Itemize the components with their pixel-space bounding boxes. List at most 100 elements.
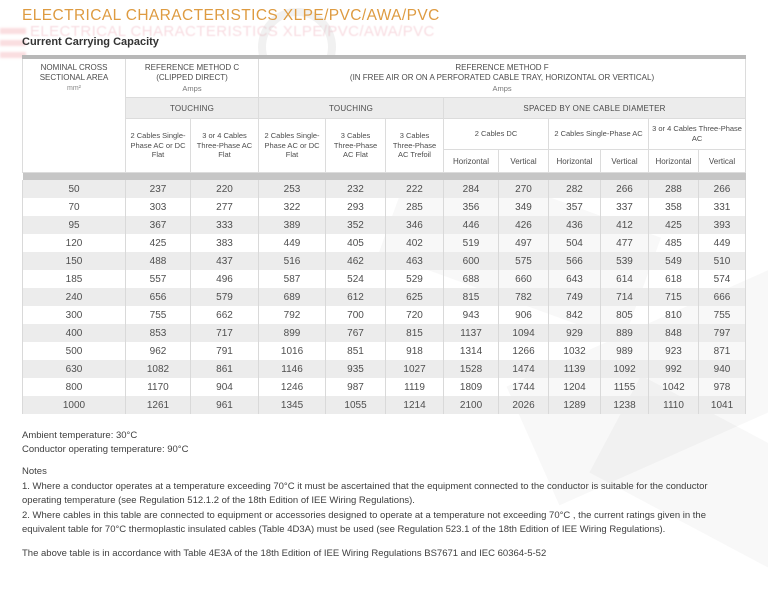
- rating-cell: 1032: [548, 342, 602, 360]
- area-cell: 300: [22, 306, 126, 324]
- header-nominal-line2: SECTIONAL AREA: [39, 73, 109, 82]
- rating-cell: 2100: [443, 396, 500, 414]
- rating-cell: 587: [258, 270, 327, 288]
- area-cell: 50: [22, 180, 126, 198]
- rating-cell: 405: [325, 234, 387, 252]
- rating-cell: 1041: [698, 396, 747, 414]
- rating-cell: 232: [325, 180, 387, 198]
- rating-cell: 449: [698, 234, 747, 252]
- rating-cell: 358: [648, 198, 700, 216]
- header-group-2dc: 2 Cables DC: [443, 118, 550, 150]
- rating-cell: 717: [189, 324, 260, 342]
- rating-cell: 357: [548, 198, 602, 216]
- rating-cell: 1146: [258, 360, 327, 378]
- rating-cell: 346: [385, 216, 445, 234]
- rating-cell: 1204: [548, 378, 602, 396]
- rating-cell: 284: [443, 180, 500, 198]
- rating-cell: 943: [443, 306, 500, 324]
- rating-cell: 1261: [125, 396, 191, 414]
- conductor-temperature: Conductor operating temperature: 90°C: [22, 444, 189, 456]
- method-f-subtitle: (IN FREE AIR OR ON A PERFORATED CABLE TR…: [349, 72, 655, 82]
- rating-cell: 1246: [258, 378, 327, 396]
- header-group-2ac: 2 Cables Single-Phase AC: [548, 118, 650, 150]
- rating-cell: 477: [600, 234, 650, 252]
- rating-cell: 625: [385, 288, 445, 306]
- rating-cell: 539: [600, 252, 650, 270]
- rating-cell: 436: [548, 216, 602, 234]
- table-row: 400 853 717 899 767 815 1137 1094 929 889 848 797: [22, 324, 747, 342]
- rating-cell: 253: [258, 180, 327, 198]
- rating-cell: 1214: [385, 396, 445, 414]
- area-cell: 70: [22, 198, 126, 216]
- rating-cell: 918: [385, 342, 445, 360]
- rating-cell: 810: [648, 306, 700, 324]
- header-col-c2: 3 or 4 Cables Three-Phase AC Flat: [189, 118, 260, 173]
- rating-cell: 220: [189, 180, 260, 198]
- rating-cell: 1528: [443, 360, 500, 378]
- header-col-f1: 2 Cables Single-Phase AC or DC Flat: [258, 118, 327, 173]
- rating-cell: 1139: [548, 360, 602, 378]
- rating-cell: 1016: [258, 342, 327, 360]
- rating-cell: 288: [648, 180, 700, 198]
- table-row: 70 303 277 322 293 285 356 349 357 337 358 331: [22, 198, 747, 216]
- rating-cell: 715: [648, 288, 700, 306]
- rating-cell: 600: [443, 252, 500, 270]
- rating-cell: 524: [325, 270, 387, 288]
- rating-cell: 504: [548, 234, 602, 252]
- area-cell: 185: [22, 270, 126, 288]
- rating-cell: 529: [385, 270, 445, 288]
- rating-cell: 861: [189, 360, 260, 378]
- area-cell: 120: [22, 234, 126, 252]
- rating-cell: 485: [648, 234, 700, 252]
- rating-cell: 1809: [443, 378, 500, 396]
- rating-cell: 767: [325, 324, 387, 342]
- rating-cell: 557: [125, 270, 191, 288]
- rating-cell: 579: [189, 288, 260, 306]
- rating-cell: 1027: [385, 360, 445, 378]
- rating-cell: 566: [548, 252, 602, 270]
- rating-cell: 412: [600, 216, 650, 234]
- table-row: 800 1170 904 1246 987 1119 1809 1744 1204 1155 104…: [22, 378, 747, 396]
- header-nominal-area: NOMINAL CROSS SECTIONAL AREA mm²: [22, 56, 126, 173]
- area-cell: 630: [22, 360, 126, 378]
- area-cell: 95: [22, 216, 126, 234]
- rating-cell: 282: [548, 180, 602, 198]
- rating-cell: 277: [189, 198, 260, 216]
- rating-cell: 1314: [443, 342, 500, 360]
- rating-cell: 1055: [325, 396, 387, 414]
- header-2dc-vertical: Vertical: [498, 149, 550, 173]
- rating-cell: 1082: [125, 360, 191, 378]
- capacity-table-wrap: NOMINAL CROSS SECTIONAL AREA mm² REFEREN…: [22, 55, 747, 414]
- header-touching-c: TOUCHING: [124, 97, 260, 119]
- rating-cell: 389: [258, 216, 327, 234]
- rating-cell: 1042: [648, 378, 700, 396]
- rating-cell: 1289: [548, 396, 602, 414]
- rating-cell: 1137: [443, 324, 500, 342]
- rating-cell: 1474: [498, 360, 550, 378]
- table-row: 50 237 220 253 232 222 284 270 282 266 288 266: [22, 180, 747, 198]
- rating-cell: 614: [600, 270, 650, 288]
- rating-cell: 497: [498, 234, 550, 252]
- header-body-separator: [22, 172, 746, 180]
- rating-cell: 337: [600, 198, 650, 216]
- area-cell: 800: [22, 378, 126, 396]
- rating-cell: 755: [125, 306, 191, 324]
- rating-cell: 356: [443, 198, 500, 216]
- rating-cell: 1744: [498, 378, 550, 396]
- rating-cell: 987: [325, 378, 387, 396]
- rating-cell: 792: [258, 306, 327, 324]
- table-row: 500 962 791 1016 851 918 1314 1266 1032 989 923 871: [22, 342, 747, 360]
- rating-cell: 889: [600, 324, 650, 342]
- rating-cell: 848: [648, 324, 700, 342]
- rating-cell: 906: [498, 306, 550, 324]
- rating-cell: 266: [698, 180, 747, 198]
- table-row: 240 656 579 689 612 625 815 782 749 714 715 666: [22, 288, 747, 306]
- rating-cell: 352: [325, 216, 387, 234]
- method-f-unit: Amps: [492, 83, 512, 93]
- header-group-34ac: 3 or 4 Cables Three-Phase AC: [648, 118, 747, 150]
- rating-cell: 349: [498, 198, 550, 216]
- area-cell: 500: [22, 342, 126, 360]
- rating-cell: 285: [385, 198, 445, 216]
- rating-cell: 612: [325, 288, 387, 306]
- rating-cell: 303: [125, 198, 191, 216]
